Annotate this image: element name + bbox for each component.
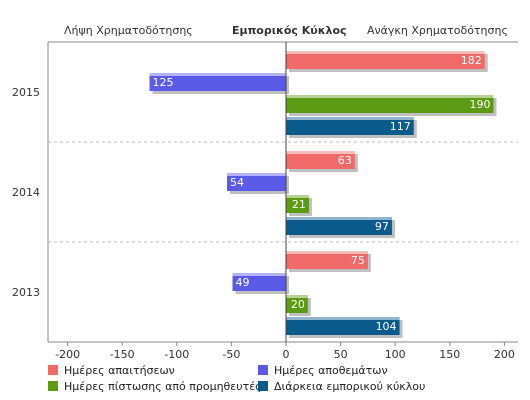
center-header-label: Εμπορικός Κύκλος	[232, 24, 347, 37]
bar-highlight	[286, 151, 355, 154]
bar-highlight	[286, 195, 309, 198]
bar	[286, 217, 392, 235]
bar-chart: 182 125 190 117 2015 63 54 21 97 2014 75 49 20 104 201…	[12, 41, 518, 360]
legend-item: Ημέρες πίστωσης από προμηθευτές	[48, 380, 262, 394]
legend-swatch	[258, 365, 268, 375]
legend-item: Ημέρες απαιτήσεων	[48, 364, 175, 378]
bar-data-label: 182	[461, 54, 482, 67]
bar-highlight	[286, 51, 485, 54]
bar-data-label: 190	[469, 98, 490, 111]
legend-label: Διάρκεια εμπορικού κύκλου	[274, 380, 426, 393]
legend-swatch	[48, 365, 58, 375]
legend-label: Ημέρες απαιτήσεων	[64, 364, 175, 377]
bar-highlight	[286, 117, 414, 120]
legend-item: Ημέρες αποθεμάτων	[258, 364, 388, 378]
bar-highlight	[232, 273, 286, 276]
bar	[286, 95, 494, 113]
bar-data-label: 75	[351, 254, 365, 267]
x-tick-label: 150	[439, 348, 460, 360]
x-tick-label: 0	[283, 348, 290, 360]
bar-highlight	[286, 251, 368, 254]
bar	[286, 117, 414, 135]
legend-label: Ημέρες αποθεμάτων	[274, 364, 388, 377]
x-tick-label: 200	[494, 348, 515, 360]
bar	[286, 251, 368, 269]
right-header-label: Ανάγκη Χρηματοδότησης	[367, 24, 508, 37]
category-label: 2013	[12, 286, 40, 299]
x-tick-label: -150	[110, 348, 135, 360]
legend-item: Διάρκεια εμπορικού κύκλου	[258, 380, 425, 394]
bar	[232, 273, 286, 291]
bar	[286, 195, 309, 213]
bar-data-label: 97	[375, 220, 389, 233]
bar-highlight	[286, 317, 400, 320]
x-tick-label: -100	[164, 348, 189, 360]
bar	[286, 51, 485, 69]
bar-highlight	[286, 217, 392, 220]
legend-swatch	[258, 381, 268, 391]
bar-highlight	[227, 173, 286, 176]
x-tick-label: -200	[55, 348, 80, 360]
x-tick-label: 100	[385, 348, 406, 360]
category-label: 2015	[12, 86, 40, 99]
bar-data-label: 63	[338, 154, 352, 167]
bar-data-label: 117	[390, 120, 411, 133]
bar	[286, 151, 355, 169]
legend-swatch	[48, 381, 58, 391]
x-tick-label: -50	[222, 348, 240, 360]
category-label: 2014	[12, 186, 40, 199]
bar	[227, 173, 286, 191]
bar-highlight	[286, 95, 494, 98]
left-header-label: Λήψη Χρηματοδότησης	[64, 24, 193, 37]
bar	[149, 73, 286, 91]
bar-highlight	[149, 73, 286, 76]
x-tick-label: 50	[334, 348, 348, 360]
bar-data-label: 49	[235, 276, 249, 289]
bar	[286, 295, 308, 313]
bar-data-label: 21	[292, 198, 306, 211]
bar-data-label: 104	[376, 320, 397, 333]
bar-data-label: 20	[291, 298, 305, 311]
bar-data-label: 54	[230, 176, 244, 189]
bar-highlight	[286, 295, 308, 298]
bar-data-label: 125	[153, 76, 174, 89]
legend-label: Ημέρες πίστωσης από προμηθευτές	[64, 380, 262, 393]
bar	[286, 317, 400, 335]
